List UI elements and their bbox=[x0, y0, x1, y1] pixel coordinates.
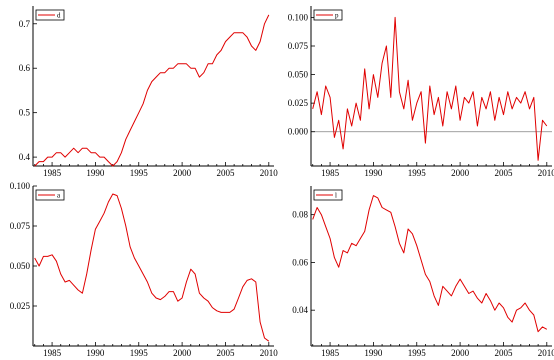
y-tick-label: 0.5 bbox=[19, 108, 31, 118]
x-tick-label: 2000 bbox=[173, 348, 192, 358]
legend-label: p bbox=[335, 12, 339, 20]
y-tick-label: 0.4 bbox=[19, 152, 31, 162]
legend-label: a bbox=[57, 192, 61, 200]
x-tick-label: 2000 bbox=[173, 168, 192, 178]
legend-label: l bbox=[335, 192, 337, 200]
x-tick-label: 2005 bbox=[494, 168, 513, 178]
y-tick-label: 0.6 bbox=[19, 63, 31, 73]
x-tick-label: 1990 bbox=[364, 348, 383, 358]
y-tick-label: 0.7 bbox=[19, 19, 31, 29]
chart-panel-p: 0.000 0.025 0.050 0.075 0.100 1985 1990 1995 200… bbox=[288, 6, 554, 178]
y-tick-label: 0.000 bbox=[288, 127, 309, 137]
y-tick-label: 0.06 bbox=[292, 257, 308, 267]
x-tick-label: 1990 bbox=[86, 168, 105, 178]
series-line-p bbox=[312, 16, 548, 161]
x-tick-label: 2000 bbox=[451, 348, 470, 358]
chart-panel-d: 0.4 0.5 0.6 0.7 1985 1990 1995 2000 2005 2010 d bbox=[19, 6, 279, 178]
x-tick-label: 2005 bbox=[494, 348, 513, 358]
y-tick-label: 0.08 bbox=[292, 210, 308, 220]
x-tick-label: 1985 bbox=[321, 168, 340, 178]
x-tick-label: 2010 bbox=[538, 168, 554, 178]
x-tick-label: 1990 bbox=[86, 348, 105, 358]
x-tick-label: 2005 bbox=[216, 348, 235, 358]
series-line-a bbox=[34, 193, 270, 342]
x-tick-label: 2005 bbox=[216, 168, 235, 178]
y-tick-label: 0.075 bbox=[10, 221, 31, 231]
y-tick-label: 0.100 bbox=[288, 12, 309, 22]
x-tick-label: 1985 bbox=[321, 348, 340, 358]
x-tick-label: 2010 bbox=[538, 348, 554, 358]
x-tick-label: 1995 bbox=[408, 168, 427, 178]
y-tick-label: 0.100 bbox=[10, 181, 31, 191]
x-tick-label: 2010 bbox=[260, 168, 279, 178]
series-line-d bbox=[34, 14, 270, 167]
legend-label: d bbox=[57, 12, 61, 20]
x-tick-label: 1995 bbox=[130, 168, 149, 178]
x-tick-label: 2010 bbox=[260, 348, 279, 358]
y-tick-label: 0.025 bbox=[10, 301, 31, 311]
y-tick-label: 0.025 bbox=[288, 98, 309, 108]
chart-panel-a: 0.025 0.050 0.075 0.100 1985 1990 1995 2000 2005… bbox=[10, 181, 279, 358]
x-tick-label: 2000 bbox=[451, 168, 470, 178]
chart-panel-l: 0.04 0.06 0.08 1985 1990 1995 2000 2005 2010 l bbox=[292, 186, 554, 358]
x-tick-label: 1995 bbox=[130, 348, 149, 358]
x-tick-label: 1985 bbox=[43, 168, 62, 178]
y-tick-label: 0.050 bbox=[10, 261, 31, 271]
y-tick-label: 0.075 bbox=[288, 41, 309, 51]
x-tick-label: 1985 bbox=[43, 348, 62, 358]
series-line-l bbox=[312, 195, 548, 333]
y-tick-label: 0.050 bbox=[288, 70, 309, 80]
x-tick-label: 1990 bbox=[364, 168, 383, 178]
y-tick-label: 0.04 bbox=[292, 305, 308, 315]
x-tick-label: 1995 bbox=[408, 348, 427, 358]
